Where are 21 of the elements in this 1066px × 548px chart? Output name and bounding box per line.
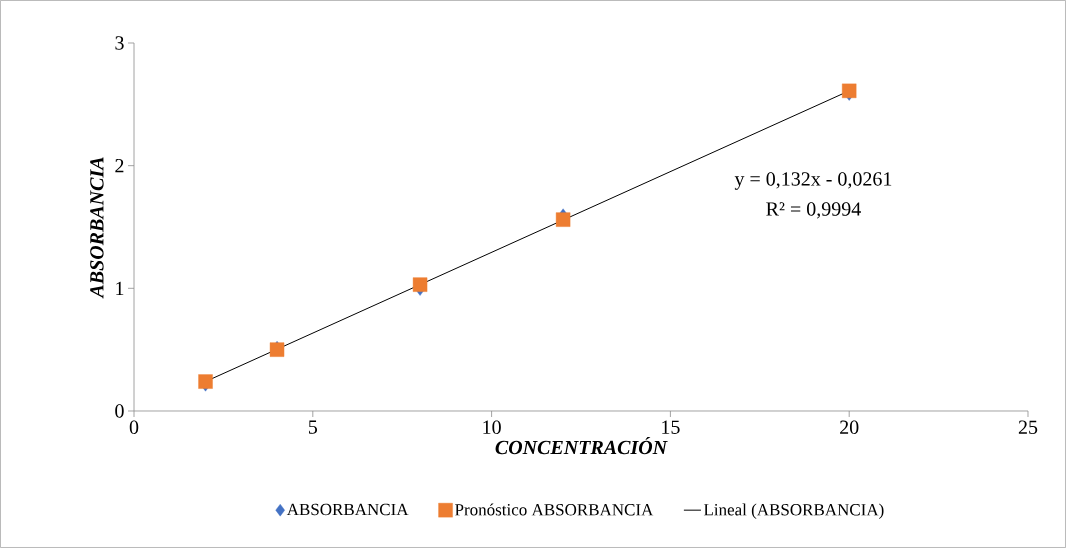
- y-axis-title: ABSORBANCIA: [90, 157, 104, 299]
- y-tick-label: 1: [116, 281, 124, 295]
- annotation: R² = 0,9994: [766, 202, 861, 219]
- legend-label: ABSORBANCIA: [286, 503, 409, 516]
- y-tick-label: 2: [115, 159, 124, 173]
- point: [412, 277, 428, 292]
- point: [842, 83, 857, 99]
- x-tick-label: 20: [840, 420, 859, 435]
- x-tick-label: 25: [1018, 420, 1038, 434]
- x-tick-label: 5: [308, 420, 318, 434]
- point: [555, 212, 571, 227]
- x-tick-label: 15: [662, 420, 680, 434]
- legend-label: Pronóstico ABSORBANCIA: [455, 503, 654, 516]
- annotation: y = 0,132x - 0,0261: [734, 172, 892, 190]
- point: [198, 374, 213, 389]
- x-tick-label: 0: [129, 420, 139, 435]
- legend-label: Lineal (ABSORBANCIA): [703, 503, 884, 519]
- y-tick-label: 3: [115, 36, 124, 50]
- x-axis-title: CONCENTRACIÓN: [495, 436, 668, 455]
- x-tick-label: 10: [483, 420, 501, 435]
- y-tick-label: 0: [115, 404, 124, 418]
